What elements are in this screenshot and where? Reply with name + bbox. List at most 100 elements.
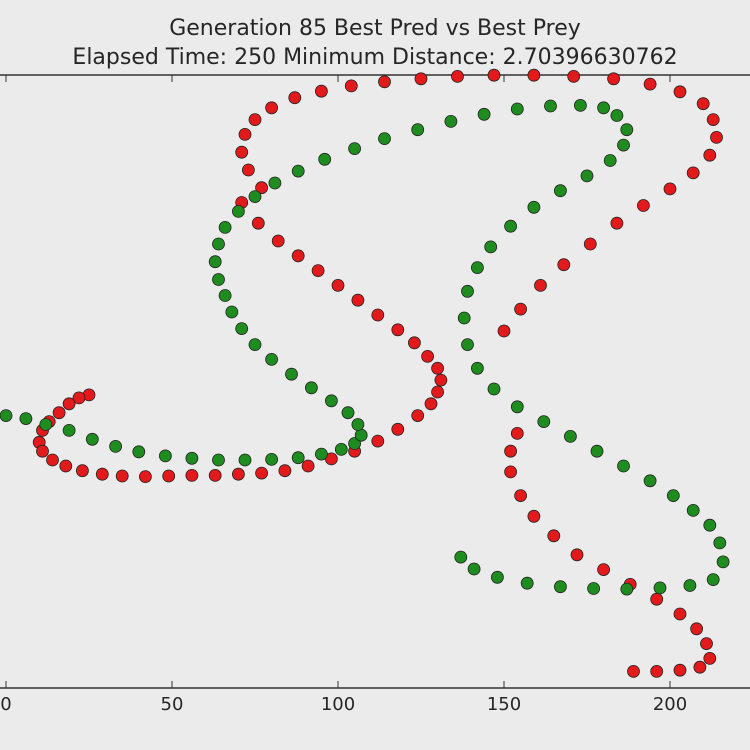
data-point [225,305,239,319]
data-point [95,467,109,481]
data-point [693,660,707,674]
data-point [255,181,269,195]
data-point [653,581,667,595]
data-point [620,582,634,596]
data-point [255,466,269,480]
data-point [46,453,59,467]
data-point [304,381,318,395]
data-point [371,308,385,322]
data-point [109,439,122,453]
data-point [520,576,534,590]
data-point [703,148,717,162]
data-point [265,452,279,466]
data-point [696,97,710,111]
data-point [391,422,405,436]
data-point [454,550,468,564]
data-point [620,123,634,137]
data-point [62,423,76,437]
data-point [271,234,285,248]
data-point [235,145,249,159]
data-point [444,115,458,128]
data-point [39,418,53,431]
data-point [301,459,315,473]
data-point [713,536,727,550]
data-point [285,367,298,381]
data-point [534,278,547,292]
data-point [212,273,225,286]
data-point [218,220,232,234]
data-point [434,373,448,387]
data-point [504,444,518,458]
data-point [241,163,255,177]
data-point [115,469,129,483]
data-point [72,391,86,405]
data-point [487,68,501,82]
data-point [162,469,176,483]
x-tick-label: 150 [487,694,521,715]
data-point [504,219,518,233]
data-point [710,130,723,144]
data-point [643,77,657,91]
data-point [291,164,305,178]
data-point [484,240,498,254]
data-point [311,264,325,278]
data-point [348,437,362,450]
data-point [547,529,561,543]
data-point [424,397,438,411]
data-point [238,453,252,467]
data-point [334,442,348,456]
data-point [138,470,152,484]
data-point [291,249,305,263]
data-point [706,113,720,126]
data-point [627,665,640,678]
data-point [510,400,524,414]
data-point [557,258,571,272]
data-point [497,324,511,338]
x-tick-label: 0 [0,694,11,715]
data-point [158,449,172,463]
x-tick-label: 200 [653,694,687,715]
data-point [637,199,650,212]
data-point [414,72,428,86]
data-point [490,570,504,584]
data-point [590,444,604,458]
axes: 0 50 100 150 200 [0,74,750,715]
data-point [341,406,355,420]
data-point [76,464,89,478]
chart-title-line-1: Generation 85 Best Pred vs Best Prey [169,16,581,41]
data-point [583,237,597,251]
data-point [344,79,358,93]
data-point [650,665,664,678]
data-point [248,190,262,204]
data-point [716,555,730,569]
data-point [570,548,584,562]
data-point [461,284,474,298]
data-point [238,127,252,141]
data-point [407,336,421,350]
data-point [683,579,697,592]
data-point [587,582,600,595]
data-point [673,607,687,621]
data-point [686,166,700,180]
data-point [231,467,245,481]
data-point [574,99,587,112]
data-points [0,68,730,678]
chart-title-line-2: Elapsed Time: 250 Minimum Distance: 2.70… [72,45,678,70]
data-point [663,182,677,196]
data-point [643,474,657,488]
data-point [431,361,445,375]
data-point [673,85,687,99]
data-point [527,68,541,82]
data-point [235,322,249,336]
data-point [487,382,501,396]
data-point [291,451,305,465]
data-point [378,132,391,146]
data-point [703,652,717,665]
data-point [314,84,328,98]
data-point [510,426,524,440]
data-point [617,459,630,473]
data-point [208,255,222,269]
data-point [85,432,99,446]
data-point [554,184,567,198]
data-point [278,464,292,478]
